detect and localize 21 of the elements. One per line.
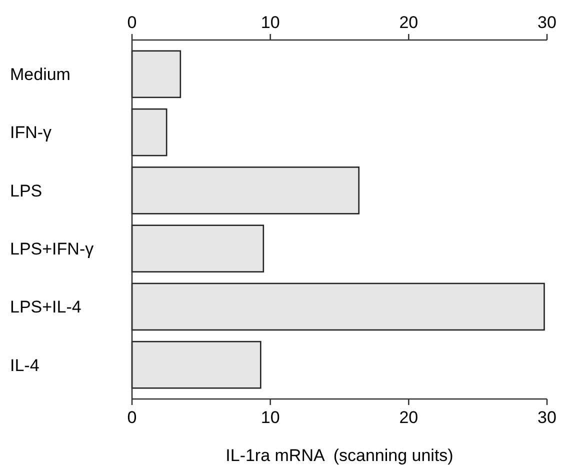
y-tick-label: IL-4 xyxy=(10,356,40,375)
bar xyxy=(131,166,360,214)
bar xyxy=(131,340,262,389)
x-tick-label: 30 xyxy=(538,13,556,32)
x-tick-label: 10 xyxy=(260,13,280,32)
x2-tick-label: 10 xyxy=(260,408,280,427)
y-tick-label: LPS+IFN-γ xyxy=(10,240,94,259)
x2-tick-label: 30 xyxy=(538,408,556,427)
y-tick-label: LPS xyxy=(10,181,42,200)
bar xyxy=(131,224,264,272)
x2-tick-label: 20 xyxy=(399,408,418,427)
y-tick-label: IFN-γ xyxy=(10,123,52,142)
y-tick-label: LPS+IL-4 xyxy=(10,298,82,317)
x2-tick-label: 0 xyxy=(127,408,137,427)
bar xyxy=(131,282,545,331)
bar xyxy=(131,50,182,98)
x-tick-label: 0 xyxy=(127,13,137,32)
y-tick-label: Medium xyxy=(10,65,70,84)
x-tick-label: 20 xyxy=(399,13,418,32)
x-axis-title: IL-1ra mRNA (scanning units) xyxy=(226,446,454,465)
bar xyxy=(131,108,168,156)
